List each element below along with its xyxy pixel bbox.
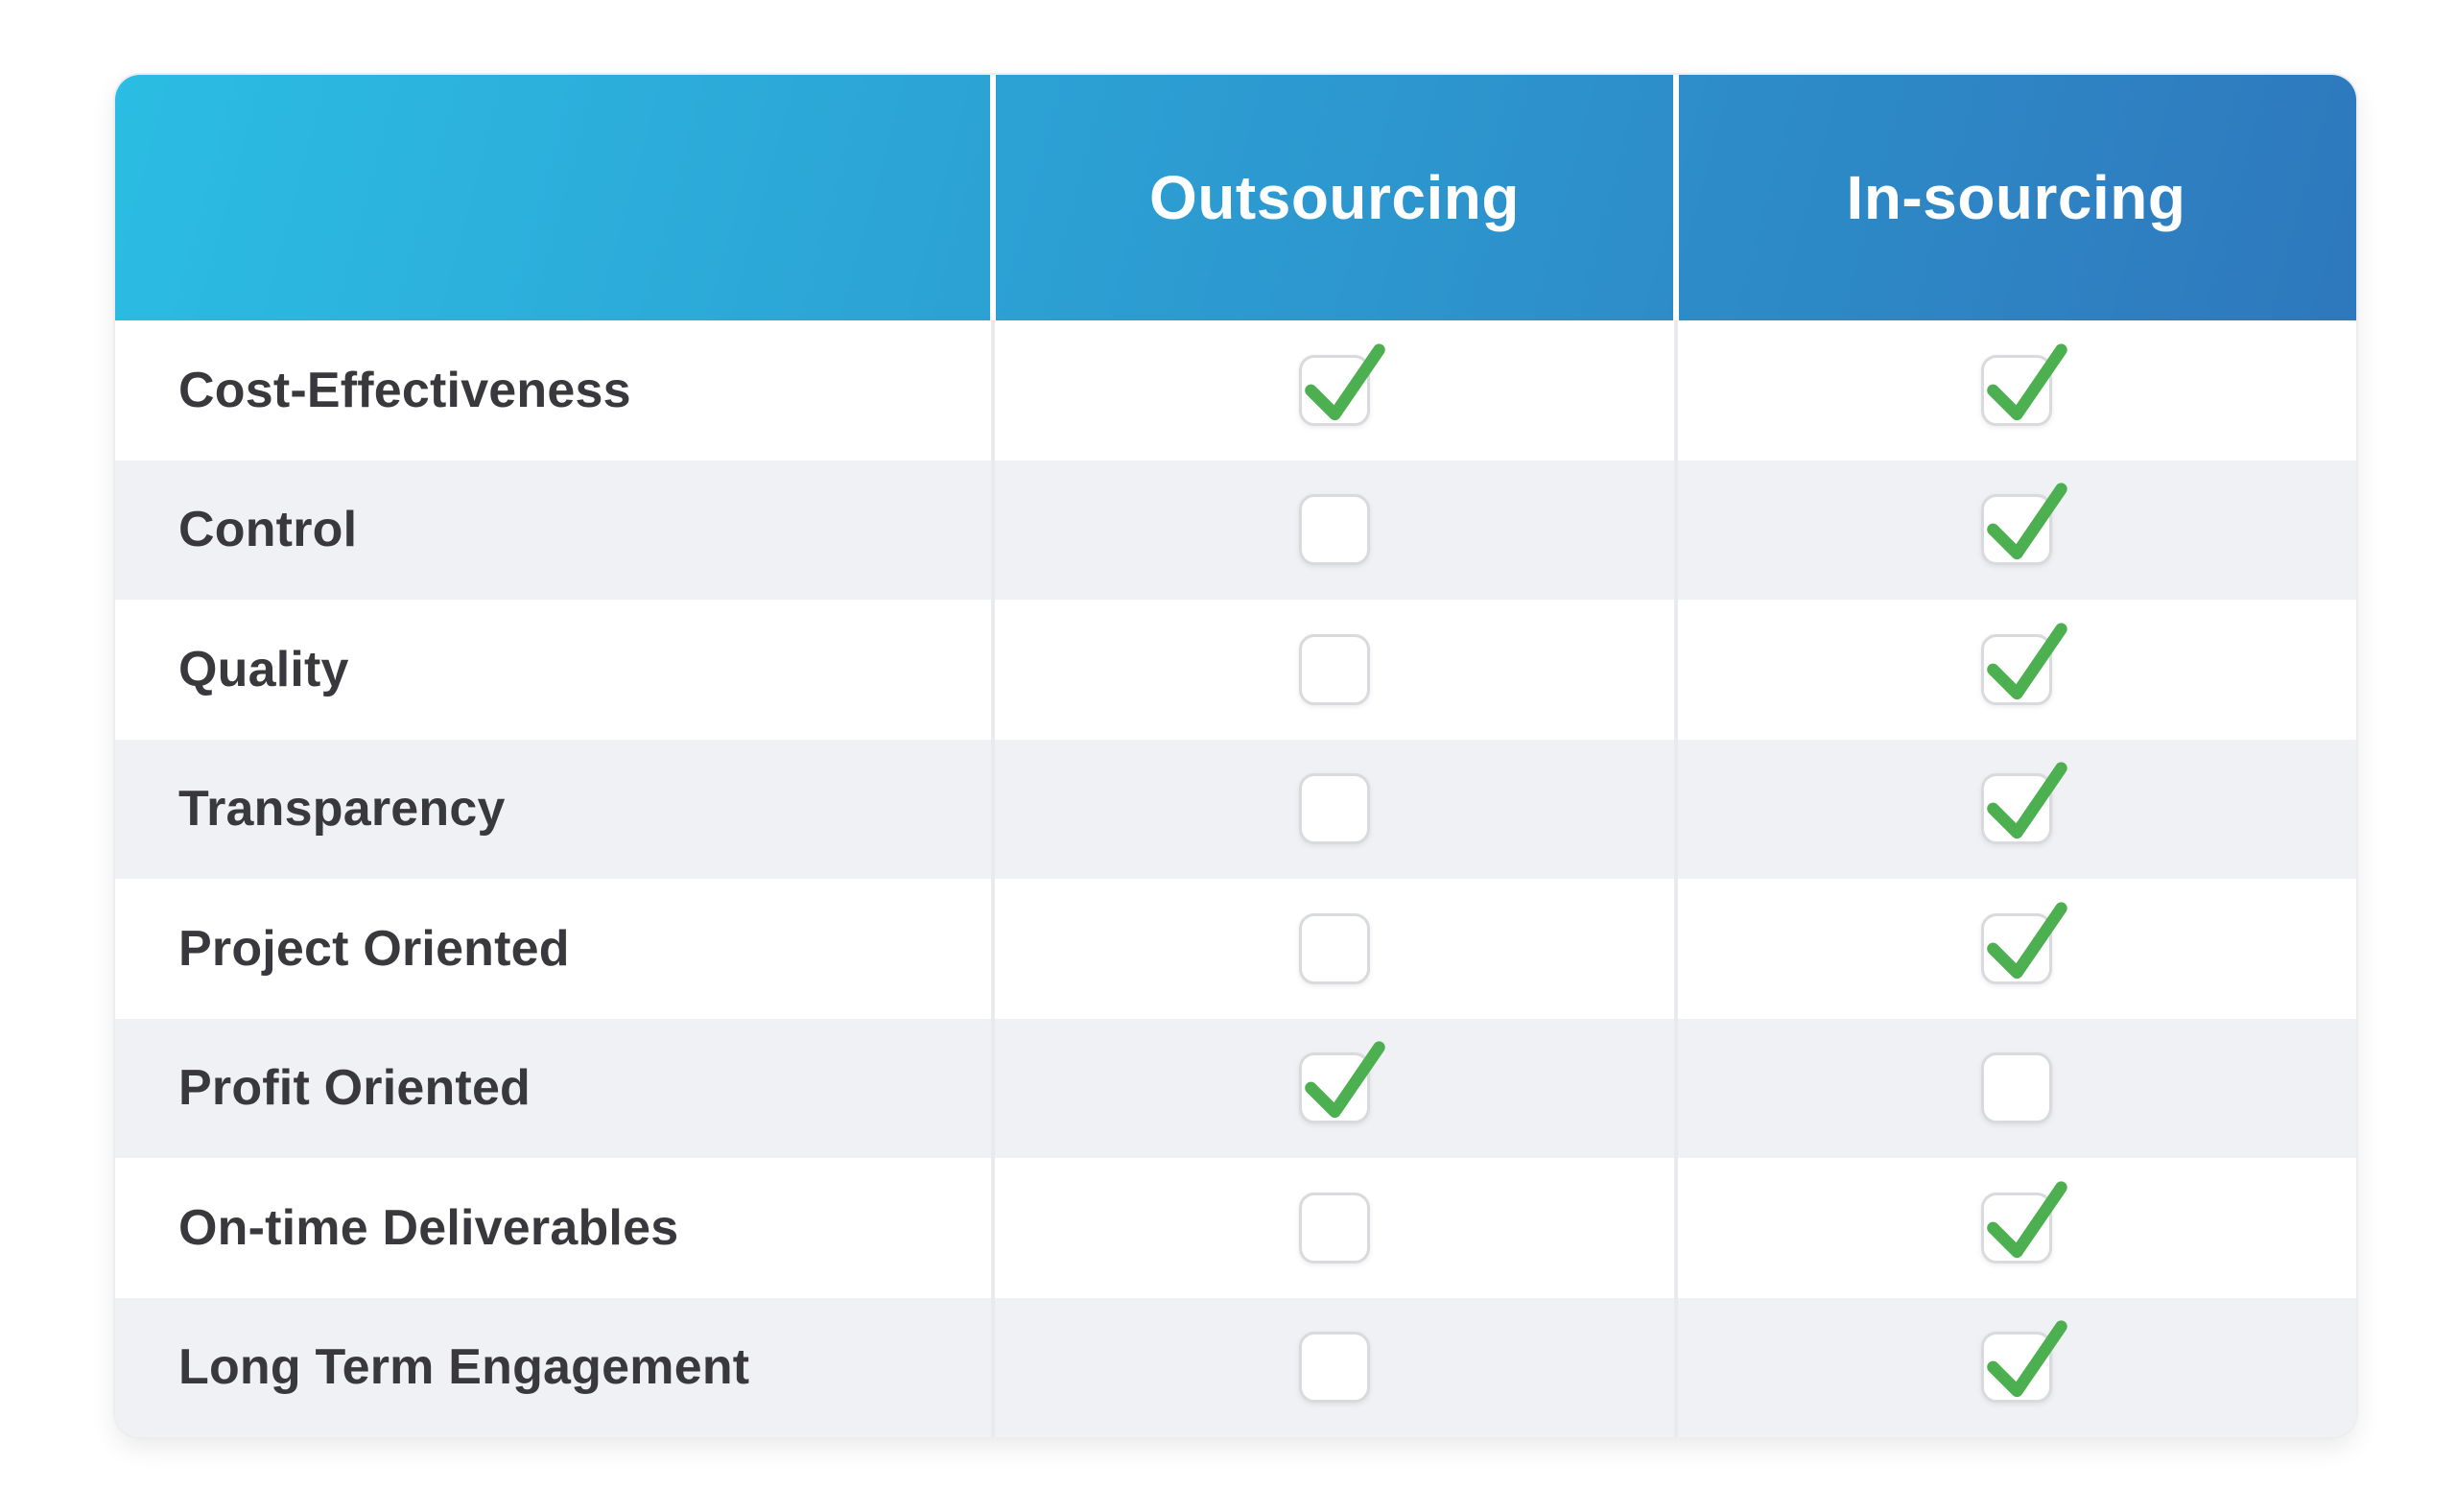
table-body: Cost-Effectiveness Control Quality Transpar… xyxy=(115,320,2356,1437)
checkbox-insourcing-checked[interactable] xyxy=(1980,343,2067,426)
outsourcing-cell xyxy=(993,740,1676,880)
outsourcing-cell xyxy=(993,600,1676,740)
checkbox-outsourcing-unchecked[interactable] xyxy=(1299,912,1370,984)
check-icon xyxy=(1986,483,2067,560)
checkbox-insourcing-checked[interactable] xyxy=(1980,623,2067,705)
table-row: Long Term Engagement xyxy=(115,1297,2356,1438)
insourcing-cell xyxy=(1676,461,2356,601)
table-row: Profit Oriented xyxy=(115,1018,2356,1159)
table-row: On-time Deliverables xyxy=(115,1158,2356,1298)
table-header-row: Outsourcing In-sourcing xyxy=(115,75,2356,320)
checkbox-outsourcing-unchecked[interactable] xyxy=(1299,494,1370,566)
insourcing-cell xyxy=(1676,1019,2356,1159)
insourcing-cell xyxy=(1676,740,2356,880)
check-icon xyxy=(1986,623,2067,699)
row-label: On-time Deliverables xyxy=(178,1199,679,1256)
checkbox-outsourcing-unchecked[interactable] xyxy=(1299,773,1370,845)
checkbox-insourcing-checked[interactable] xyxy=(1980,762,2067,845)
insourcing-cell xyxy=(1676,1298,2356,1438)
check-icon xyxy=(1986,1320,2067,1398)
outsourcing-cell xyxy=(993,1298,1676,1438)
column-header-blank xyxy=(115,75,993,320)
body-column-divider xyxy=(1674,320,1678,1437)
checkbox-insourcing-checked[interactable] xyxy=(1980,483,2067,566)
outsourcing-cell xyxy=(993,320,1676,461)
checkbox-outsourcing-unchecked[interactable] xyxy=(1299,633,1370,705)
checkbox-outsourcing-unchecked[interactable] xyxy=(1299,1332,1370,1404)
checkbox-outsourcing-checked[interactable] xyxy=(1299,1041,1385,1124)
table-row: Quality xyxy=(115,600,2356,740)
check-icon xyxy=(1986,762,2067,839)
check-icon xyxy=(1986,902,2067,979)
check-icon xyxy=(1986,1181,2067,1258)
row-label: Control xyxy=(178,502,358,558)
check-icon xyxy=(1986,343,2067,420)
outsourcing-cell xyxy=(993,1019,1676,1159)
insourcing-cell xyxy=(1676,600,2356,740)
table-row: Transparency xyxy=(115,739,2356,880)
table-row: Cost-Effectiveness xyxy=(115,320,2356,461)
check-icon xyxy=(1305,1041,1385,1119)
row-label: Profit Oriented xyxy=(178,1060,531,1117)
row-label: Quality xyxy=(178,641,349,697)
header-column-divider xyxy=(1673,75,1679,320)
outsourcing-cell xyxy=(993,879,1676,1019)
row-label: Long Term Engagement xyxy=(178,1339,750,1396)
comparison-table-card: Outsourcing In-sourcing Cost-Effectivene… xyxy=(115,75,2356,1437)
checkbox-insourcing-checked[interactable] xyxy=(1980,1320,2067,1404)
checkbox-insourcing-checked[interactable] xyxy=(1980,902,2067,984)
checkbox-outsourcing-unchecked[interactable] xyxy=(1299,1192,1370,1264)
body-column-divider xyxy=(991,320,995,1437)
check-icon xyxy=(1305,343,1385,420)
column-header-outsourcing: Outsourcing xyxy=(1149,163,1520,232)
checkbox-insourcing-unchecked[interactable] xyxy=(1980,1052,2052,1124)
outsourcing-cell xyxy=(993,1158,1676,1298)
insourcing-cell xyxy=(1676,879,2356,1019)
checkbox-insourcing-checked[interactable] xyxy=(1980,1181,2067,1264)
row-label: Project Oriented xyxy=(178,920,570,977)
row-label: Cost-Effectiveness xyxy=(178,362,631,418)
insourcing-cell xyxy=(1676,320,2356,461)
table-row: Control xyxy=(115,460,2356,601)
outsourcing-cell xyxy=(993,461,1676,601)
header-column-divider xyxy=(990,75,996,320)
column-header-insourcing: In-sourcing xyxy=(1846,163,2186,232)
row-label: Transparency xyxy=(178,781,506,838)
checkbox-outsourcing-checked[interactable] xyxy=(1299,343,1385,426)
insourcing-cell xyxy=(1676,1158,2356,1298)
table-row: Project Oriented xyxy=(115,879,2356,1019)
